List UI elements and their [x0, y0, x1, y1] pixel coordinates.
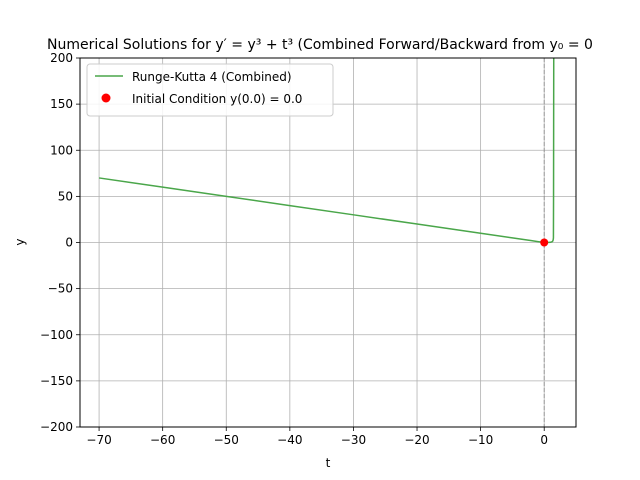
- legend-initial-condition-swatch: [101, 93, 111, 103]
- ticks: −70 −60 −50 −40 −30 −20 −10 0−200−150−100−50050…: [40, 51, 548, 447]
- y-tick-label: 50: [58, 189, 73, 203]
- legend: Runge-Kutta 4 (Combined) Initial Conditi…: [86, 63, 334, 117]
- y-tick-label: −150: [40, 374, 73, 388]
- x-axis-label: t: [326, 456, 331, 470]
- y-tick-label: −100: [40, 328, 73, 342]
- y-axis-label: y: [13, 238, 27, 245]
- y-tick-label: 200: [50, 51, 73, 65]
- legend-series-label: Runge-Kutta 4 (Combined): [132, 70, 292, 84]
- x-tick-label: −10: [468, 433, 493, 447]
- x-tick-label: −50: [214, 433, 239, 447]
- x-tick-label: −20: [404, 433, 429, 447]
- y-tick-label: 150: [50, 97, 73, 111]
- legend-box: [86, 63, 334, 117]
- x-tick-label: −60: [150, 433, 175, 447]
- y-tick-label: −50: [48, 282, 73, 296]
- x-tick-label: 0: [540, 433, 548, 447]
- series-layer: [98, 57, 555, 244]
- x-tick-label: −40: [277, 433, 302, 447]
- marker-layer: [540, 238, 549, 247]
- y-tick-label: 100: [50, 143, 73, 157]
- legend-initial-condition-label: Initial Condition y(0.0) = 0.0: [132, 92, 302, 106]
- initial-condition-point: [540, 238, 549, 247]
- series-line: [98, 57, 555, 244]
- x-tick-label: −70: [86, 433, 111, 447]
- y-tick-label: −200: [40, 420, 73, 434]
- y-tick-label: 0: [65, 236, 73, 250]
- chart-title: Numerical Solutions for y′ = y³ + t³ (Co…: [47, 37, 593, 53]
- x-tick-label: −30: [341, 433, 366, 447]
